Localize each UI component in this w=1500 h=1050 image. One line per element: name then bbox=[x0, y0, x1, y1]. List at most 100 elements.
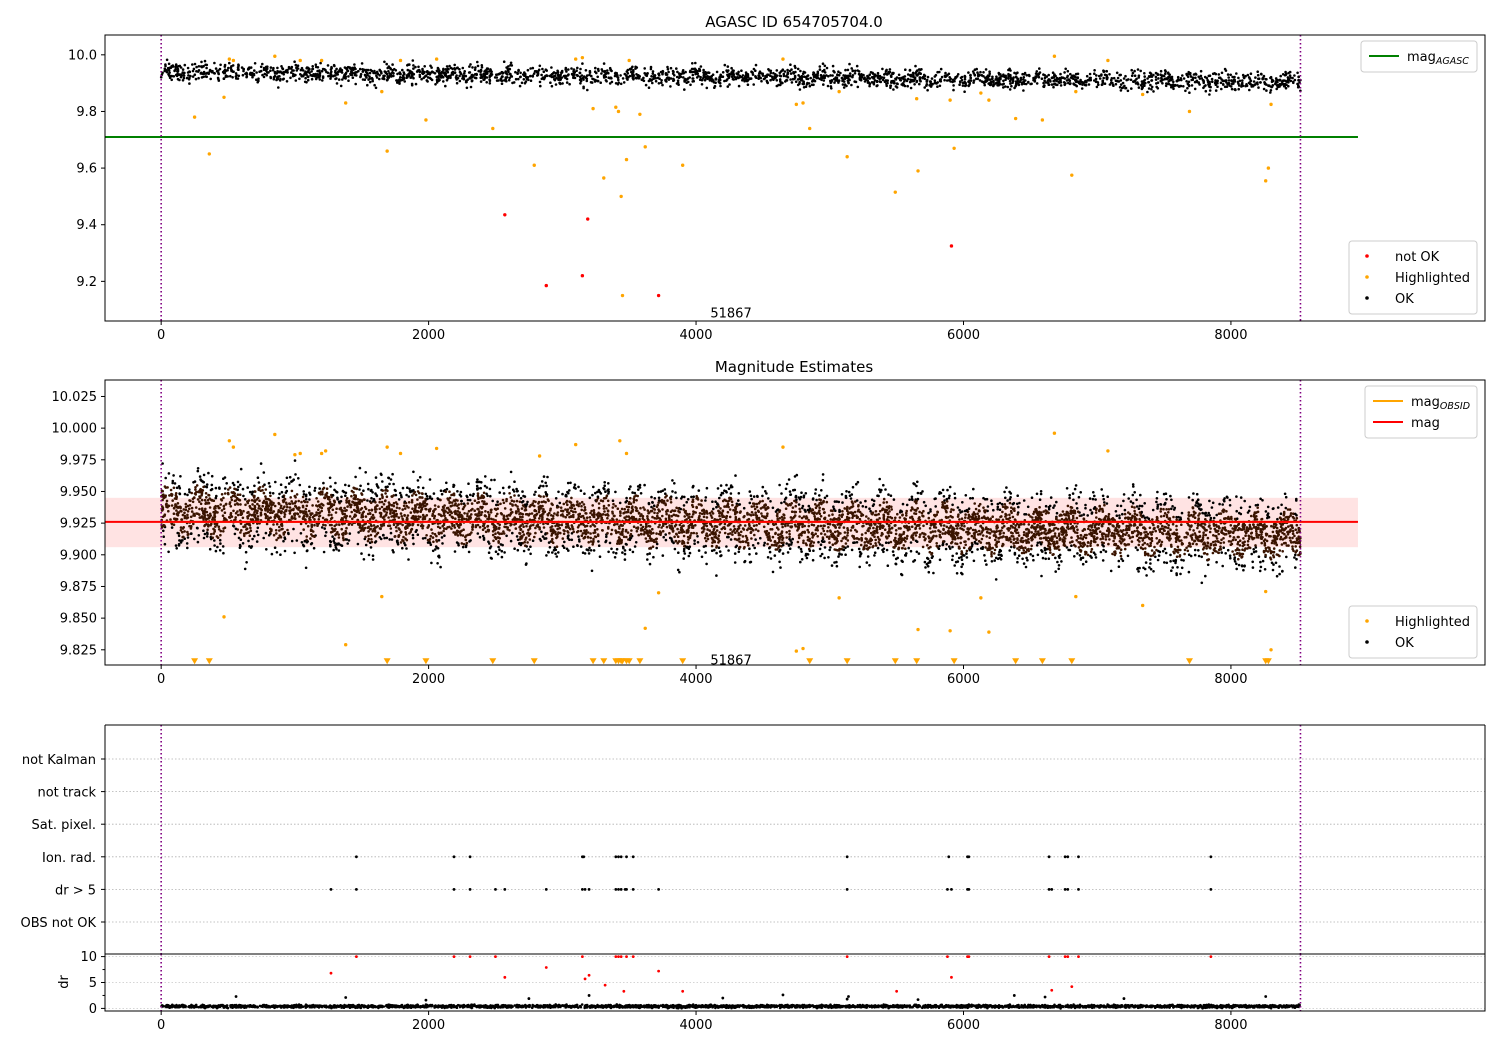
ok-point bbox=[715, 546, 718, 549]
ok-point bbox=[418, 75, 422, 79]
ok-point bbox=[236, 66, 240, 69]
ok-point bbox=[614, 490, 617, 494]
ok-point bbox=[415, 70, 419, 73]
legend-label: Highlighted bbox=[1395, 271, 1470, 286]
ok-point bbox=[490, 517, 493, 521]
ok-point bbox=[386, 78, 389, 81]
ok-point bbox=[1014, 75, 1018, 78]
ok-point bbox=[602, 507, 606, 510]
ok-point bbox=[467, 482, 470, 486]
ok-point bbox=[1149, 83, 1152, 87]
ok-point bbox=[631, 72, 634, 76]
ok-point bbox=[837, 74, 841, 77]
ok-point bbox=[868, 82, 872, 85]
ok-point bbox=[961, 84, 965, 87]
ok-point bbox=[311, 74, 314, 78]
highlighted-point bbox=[298, 58, 302, 63]
ok-point bbox=[412, 67, 415, 70]
ok-point bbox=[489, 68, 492, 71]
ok-point bbox=[1151, 518, 1154, 521]
ok-point bbox=[538, 80, 542, 84]
ok-point bbox=[1089, 78, 1092, 82]
ok-point bbox=[351, 76, 355, 79]
highlighted-point bbox=[1266, 166, 1271, 170]
ok-point bbox=[1081, 83, 1084, 86]
ok-point bbox=[1064, 534, 1068, 537]
ok-point bbox=[572, 515, 575, 519]
ok-point bbox=[870, 81, 874, 84]
ok-point bbox=[754, 63, 758, 67]
ok-point bbox=[194, 506, 198, 509]
x-tick-label: 0 bbox=[157, 328, 165, 343]
ok-point bbox=[978, 73, 981, 77]
ok-point bbox=[969, 74, 972, 77]
ok-point bbox=[960, 558, 964, 561]
ok-point bbox=[850, 67, 853, 70]
ok-point bbox=[630, 70, 633, 74]
ok-point bbox=[1056, 78, 1060, 81]
ok-point bbox=[503, 507, 507, 510]
ok-point bbox=[196, 469, 200, 473]
ok-point bbox=[426, 70, 429, 73]
ok-point bbox=[251, 75, 254, 79]
ok-point bbox=[1078, 554, 1082, 557]
ok-point bbox=[1238, 548, 1241, 552]
ok-point bbox=[814, 492, 817, 495]
ok-point bbox=[327, 74, 330, 78]
ok-point bbox=[952, 84, 955, 87]
ok-point bbox=[425, 79, 429, 82]
ok-point bbox=[234, 75, 238, 78]
ok-point bbox=[1231, 75, 1234, 79]
ok-point bbox=[568, 489, 571, 492]
ok-point bbox=[258, 70, 261, 73]
ok-point bbox=[1167, 80, 1171, 83]
ok-point bbox=[505, 72, 508, 75]
ok-point bbox=[485, 486, 489, 489]
ok-point bbox=[945, 74, 948, 77]
highlighted-point bbox=[532, 163, 536, 167]
ok-point bbox=[775, 74, 779, 77]
ok-point bbox=[559, 73, 562, 77]
ok-point bbox=[687, 554, 691, 558]
ok-point bbox=[984, 68, 988, 71]
ok-point bbox=[876, 84, 879, 87]
ok-point bbox=[1262, 74, 1266, 78]
ok-point bbox=[793, 76, 797, 79]
ok-point bbox=[1008, 501, 1012, 505]
ok-point bbox=[398, 71, 402, 74]
ok-point bbox=[1049, 80, 1052, 83]
ok-point bbox=[783, 516, 786, 520]
ok-point bbox=[1100, 83, 1104, 87]
ok-point bbox=[1260, 541, 1263, 545]
ok-point bbox=[1235, 72, 1238, 75]
ok-point bbox=[350, 523, 354, 526]
ok-point bbox=[728, 83, 731, 86]
ok-point bbox=[312, 546, 316, 550]
ok-point bbox=[1055, 79, 1058, 83]
ok-point bbox=[719, 84, 722, 88]
ok-point bbox=[713, 84, 717, 88]
ok-point bbox=[421, 67, 424, 71]
ok-point bbox=[272, 77, 276, 81]
ok-point bbox=[1293, 78, 1297, 82]
ok-point bbox=[992, 81, 995, 84]
ok-point bbox=[982, 71, 985, 74]
ok-point bbox=[765, 75, 768, 79]
ok-point bbox=[538, 517, 541, 520]
ok-point bbox=[508, 67, 512, 71]
ok-point bbox=[500, 79, 504, 83]
ok-point bbox=[565, 81, 569, 84]
ok-point bbox=[399, 76, 402, 79]
ok-point bbox=[813, 515, 816, 518]
ok-point bbox=[408, 71, 411, 75]
ok-point bbox=[1202, 86, 1205, 90]
ok-point bbox=[705, 516, 709, 519]
ok-point bbox=[589, 81, 593, 84]
ok-point bbox=[504, 76, 508, 79]
ok-point bbox=[588, 73, 591, 77]
ok-point bbox=[181, 530, 184, 534]
ok-point bbox=[667, 514, 671, 517]
ok-point bbox=[1154, 529, 1157, 533]
ok-point bbox=[1278, 572, 1281, 576]
ok-point bbox=[669, 66, 673, 70]
